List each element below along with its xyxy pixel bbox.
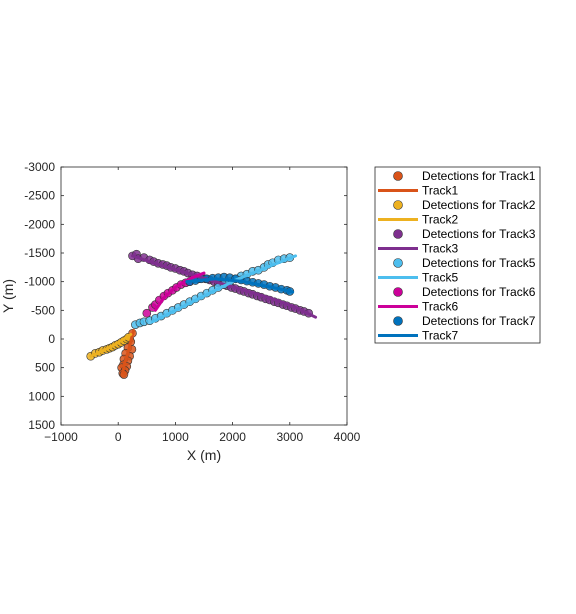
track-line-track6 <box>153 271 206 312</box>
track-line-track7 <box>185 277 295 294</box>
y-tick-label: -1000 <box>24 275 55 289</box>
legend-label-detections: Detections for Track5 <box>422 256 536 270</box>
legend-marker-detections <box>393 316 403 326</box>
x-tick-label: −1000 <box>44 430 78 444</box>
x-tick-label: 1000 <box>162 430 189 444</box>
y-tick-label: -1500 <box>24 246 55 260</box>
x-tick-label: 0 <box>115 430 122 444</box>
y-tick-label: 1000 <box>28 389 55 403</box>
legend-marker-detections <box>393 200 403 210</box>
x-tick-label: 3000 <box>276 430 303 444</box>
legend-box <box>374 166 541 344</box>
y-tick-label: -3000 <box>24 160 55 174</box>
y-tick-label: -2500 <box>24 189 55 203</box>
legend-label-detections: Detections for Track1 <box>422 169 536 183</box>
track-line-track2 <box>89 332 133 358</box>
legend-label-detections: Detections for Track2 <box>422 198 536 212</box>
x-tick-label: 2000 <box>219 430 246 444</box>
legend-label-track: Track1 <box>422 184 459 198</box>
y-tick-label: 0 <box>48 332 55 346</box>
legend-label-detections: Detections for Track3 <box>422 227 536 241</box>
y-axis-label: Y (m) <box>0 279 16 313</box>
legend-marker-detections <box>393 229 403 239</box>
legend-label-detections: Detections for Track7 <box>422 314 536 328</box>
track-line-track3 <box>131 254 318 319</box>
axes: −1000 0 1000 2000 3000 4000 -3000 -2500 -2000 -1… <box>0 160 361 463</box>
legend-label-track: Track5 <box>422 271 459 285</box>
legend-label-track: Track3 <box>422 242 459 256</box>
y-tick-label: 1500 <box>28 418 55 432</box>
y-tick-label: -2000 <box>24 217 55 231</box>
x-tick-label: 4000 <box>334 430 361 444</box>
axes-box <box>60 166 348 426</box>
legend-label-detections: Detections for Track6 <box>422 285 536 299</box>
x-axis-label: X (m) <box>187 447 221 463</box>
detection-point <box>142 308 152 318</box>
legend-marker-detections <box>393 171 403 181</box>
data-layer <box>86 249 318 379</box>
x-axis-ticks: −1000 0 1000 2000 3000 4000 <box>44 167 361 444</box>
y-tick-label: 500 <box>35 361 55 375</box>
legend-marker-detections <box>393 258 403 268</box>
y-axis-ticks: -3000 -2500 -2000 -1500 -1000 -500 0 500 1000 150… <box>24 160 347 432</box>
legend-label-track: Track2 <box>422 213 459 227</box>
legend-label-track: Track7 <box>422 329 459 343</box>
legend-label-track: Track6 <box>422 300 459 314</box>
y-tick-label: -500 <box>31 303 55 317</box>
track-line-track1 <box>121 328 136 374</box>
track-line-track5 <box>151 254 298 324</box>
legend-marker-detections <box>393 287 403 297</box>
